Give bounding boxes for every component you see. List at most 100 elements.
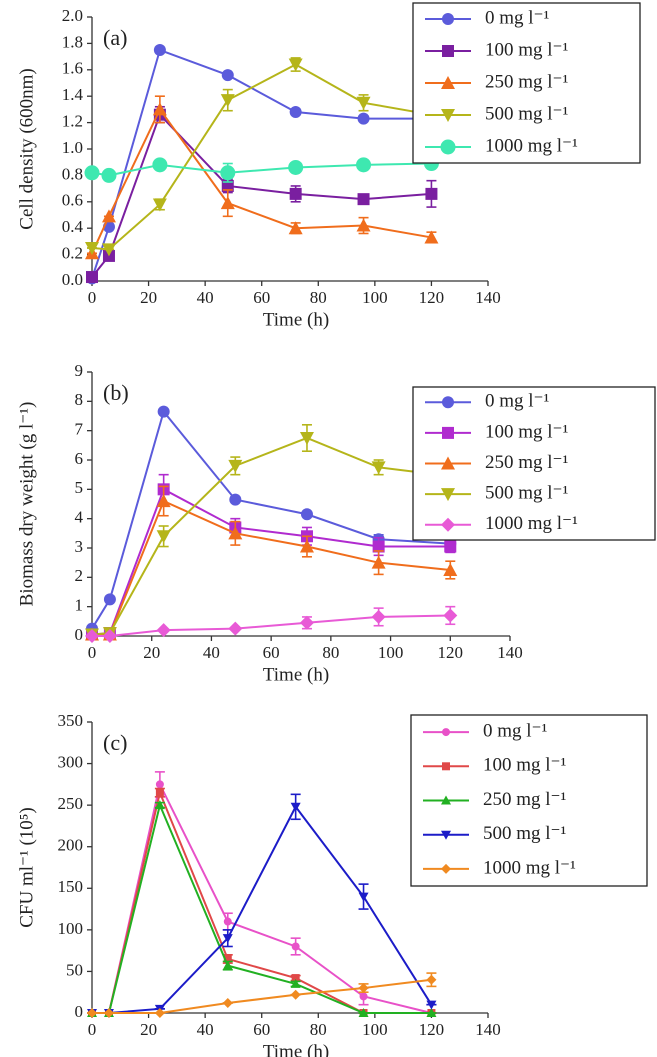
marker	[426, 1000, 437, 1010]
legend-label: 250 mg l⁻¹	[485, 71, 569, 92]
legend-label: 1000 mg l⁻¹	[485, 135, 578, 156]
x-tick-label: 80	[310, 288, 327, 307]
series-line	[91, 409, 451, 630]
y-tick-label: 0.4	[62, 217, 84, 236]
y-tick-label: 1.6	[62, 59, 83, 78]
legend-label: 500 mg l⁻¹	[485, 482, 569, 503]
legend-label: 500 mg l⁻¹	[485, 103, 569, 124]
legend-marker	[441, 863, 451, 874]
x-axis-label: Time (h)	[263, 1041, 329, 1057]
panel: 0 1 2 3 4 5 6 7 8 9 0 20 40 60 80 100 120 140 Time (h) Biom…	[16, 361, 656, 685]
legend-marker	[441, 76, 455, 89]
legend-label: 500 mg l⁻¹	[483, 823, 567, 844]
marker	[152, 157, 168, 173]
marker	[288, 159, 304, 175]
y-tick-label: 8	[75, 390, 84, 409]
series-line	[92, 781, 432, 1014]
marker	[101, 167, 117, 183]
marker	[359, 992, 368, 1001]
marker	[443, 563, 458, 576]
marker	[357, 112, 370, 125]
y-tick-label: 0	[75, 625, 84, 644]
x-tick-label: 80	[310, 1020, 327, 1039]
marker	[371, 609, 386, 624]
marker	[156, 494, 171, 508]
legend-marker	[442, 728, 450, 737]
series-line	[92, 789, 432, 1014]
series-line	[91, 63, 432, 251]
legend-marker	[441, 456, 455, 470]
x-tick-label: 140	[475, 288, 501, 307]
x-tick-label: 0	[88, 288, 97, 307]
legend-label: 100 mg l⁻¹	[485, 421, 569, 442]
legend-marker	[440, 139, 456, 155]
x-tick-label: 60	[263, 643, 280, 662]
marker	[220, 94, 235, 108]
x-tick-label: 80	[322, 643, 339, 662]
legend-marker	[441, 109, 455, 122]
marker	[290, 978, 301, 988]
x-tick-label: 60	[253, 288, 270, 307]
marker	[299, 615, 314, 630]
marker	[288, 58, 303, 72]
marker	[155, 788, 164, 797]
marker	[443, 608, 458, 623]
marker	[152, 198, 167, 212]
legend-marker	[442, 396, 454, 409]
x-tick-label: 40	[197, 1020, 214, 1039]
y-tick-label: 1.0	[62, 138, 83, 157]
y-tick-label: 4	[75, 508, 84, 527]
marker	[229, 493, 242, 506]
y-tick-label: 3	[75, 537, 84, 556]
legend-label: 100 mg l⁻¹	[485, 39, 569, 60]
x-tick-label: 20	[143, 643, 160, 662]
legend-label: 1000 mg l⁻¹	[485, 513, 578, 534]
marker	[223, 917, 232, 926]
y-tick-label: 9	[75, 361, 84, 380]
marker	[228, 459, 243, 473]
series-line	[91, 107, 432, 254]
legend-marker	[441, 488, 455, 502]
marker	[289, 187, 302, 200]
marker	[154, 800, 165, 810]
y-axis-label: Biomass dry weight (g l⁻¹)	[16, 402, 37, 607]
marker	[371, 555, 386, 569]
x-tick-label: 20	[140, 288, 157, 307]
x-tick-label: 40	[197, 288, 214, 307]
y-tick-label: 100	[58, 919, 84, 938]
x-tick-label: 120	[438, 643, 464, 662]
y-axis-label: CFU ml⁻¹ (10⁵)	[16, 807, 37, 928]
marker	[228, 526, 243, 540]
y-tick-label: 300	[58, 752, 84, 771]
marker	[103, 1008, 114, 1018]
marker	[426, 974, 437, 985]
marker	[358, 983, 369, 994]
marker	[356, 218, 371, 232]
panel-label: (b)	[103, 380, 129, 405]
x-tick-label: 60	[253, 1020, 270, 1039]
marker	[84, 165, 100, 181]
x-tick-label: 140	[475, 1020, 501, 1039]
marker	[157, 405, 170, 418]
marker	[86, 271, 98, 284]
y-tick-label: 1.8	[62, 32, 83, 51]
y-tick-label: 6	[75, 449, 84, 468]
marker	[358, 892, 369, 902]
marker	[356, 96, 371, 110]
legend-marker	[441, 517, 455, 532]
x-tick-label: 20	[140, 1020, 157, 1039]
marker	[426, 1008, 437, 1017]
marker	[155, 780, 164, 789]
marker	[223, 954, 232, 963]
legend-label: 0 mg l⁻¹	[483, 720, 548, 741]
legend-label: 1000 mg l⁻¹	[483, 857, 576, 878]
marker	[228, 621, 243, 636]
y-tick-label: 0.0	[62, 270, 83, 289]
marker	[222, 934, 233, 944]
x-tick-label: 0	[88, 643, 97, 662]
legend-label: 100 mg l⁻¹	[483, 755, 567, 776]
marker	[371, 461, 386, 475]
y-tick-label: 1.2	[62, 112, 83, 131]
marker	[103, 593, 116, 606]
